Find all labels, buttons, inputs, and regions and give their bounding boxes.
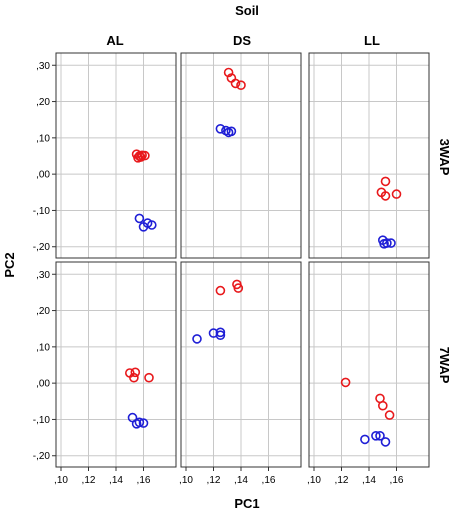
x-tick-label: ,16 [137,475,151,486]
panel-frame [308,52,430,259]
y-tick-label: -,20 [33,451,51,462]
scatter-point-red [215,285,226,296]
facet-panel [180,52,302,259]
scatter-point-red [380,191,391,201]
facet-panel [180,261,302,468]
scatter-point-blue [371,430,381,441]
facet-panels: ,30 ,20 ,10 ,00 -,10 -,20 ,30 ,20 ,10 ,00 -,10 -,20… [33,52,430,486]
y-tick-label: ,10 [36,133,50,144]
scatter-point-blue [360,434,370,445]
y-tick-label: ,20 [36,97,50,108]
facet-panel [55,52,177,259]
x-tick-label: ,12 [207,475,221,486]
row-facet-label-3wap: 3WAP [437,139,452,176]
y-tick-label: ,10 [36,342,50,353]
scatter-point-blue [380,437,391,447]
scatter-point-blue [375,430,385,441]
x-tick-label: ,10 [54,475,68,486]
facet-panel [308,52,430,259]
x-tick-label: ,12 [82,475,96,486]
x-tick-label: ,14 [234,475,248,486]
y-tick-label: ,20 [36,306,50,317]
y-tick-label: ,00 [36,170,50,181]
scatter-point-red [380,176,391,187]
chart-title: Soil [235,3,259,18]
scatter-point-red [130,367,141,378]
scatter-point-blue [226,126,237,137]
panel-frame [55,52,177,259]
col-facet-label-ds: DS [233,33,251,48]
y-tick-label: ,00 [36,379,50,390]
x-tick-label: ,10 [307,475,321,486]
facet-panel [308,261,430,468]
scatter-point-red [236,80,246,90]
x-tick-label: ,16 [390,475,404,486]
scatter-point-red [384,410,395,420]
y-tick-label: ,30 [36,270,50,281]
row-facet-label-7wap: 7WAP [437,347,452,384]
scatter-point-blue [138,418,149,428]
scatter-point-blue [215,327,226,338]
y-axis-label: PC2 [2,252,17,277]
x-tick-label: ,14 [362,475,376,486]
y-tick-label: -,10 [33,206,51,217]
scatter-point-blue [147,220,157,230]
x-axis-label: PC1 [234,496,259,511]
x-tick-label: ,10 [179,475,193,486]
scatter-point-red [340,377,351,388]
scatter-point-red [144,372,154,383]
scatter-point-blue [382,238,392,248]
col-facet-label-al: AL [106,33,123,48]
y-tick-label: -,10 [33,415,51,426]
scatter-point-red [233,283,244,293]
col-facet-label-ll: LL [364,33,380,48]
panel-frame [180,52,302,259]
scatter-point-red [391,189,402,199]
scatter-point-red [129,372,139,383]
scatter-point-red [136,152,146,162]
x-tick-label: ,14 [109,475,123,486]
scatter-point-blue [134,417,145,428]
scatter-point-blue [215,330,226,341]
scatter-point-red [230,78,241,89]
y-tick-label: ,30 [36,61,50,72]
scatter-point-blue [134,213,145,224]
facet-panel [55,261,177,468]
scatter-point-red [377,400,388,411]
scatter-point-blue [386,238,396,248]
y-tick-label: -,20 [33,242,51,253]
x-tick-label: ,12 [335,475,349,486]
x-tick-label: ,16 [262,475,276,486]
scatter-point-blue [215,124,226,134]
scatter-point-blue [192,334,202,344]
scatter-point-red [223,67,234,78]
